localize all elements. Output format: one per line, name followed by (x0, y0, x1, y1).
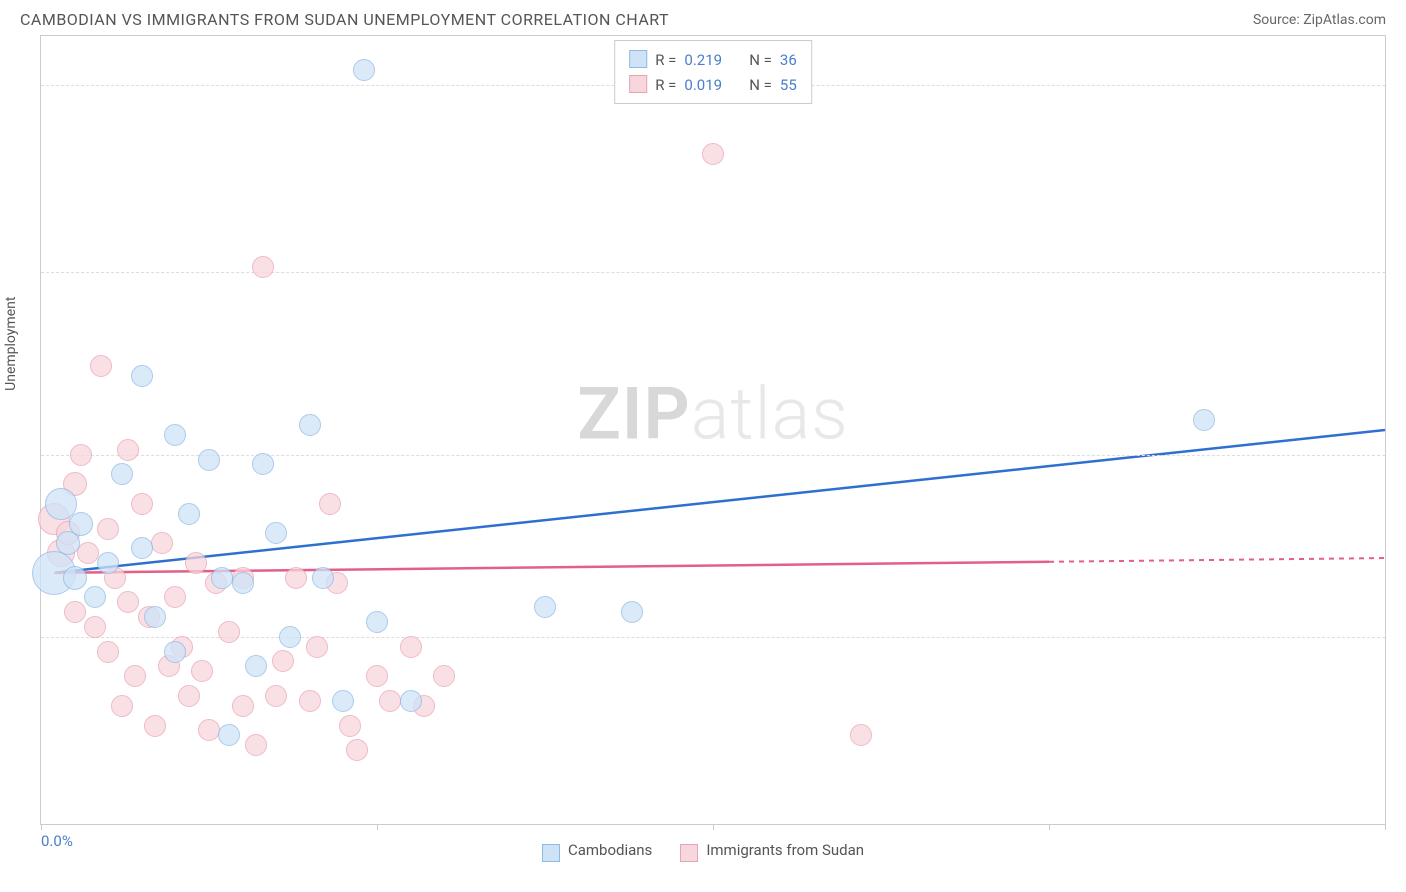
legend-swatch (629, 50, 647, 68)
data-point-sudan (117, 591, 139, 613)
legend-stat-row: R = 0.219 N = 36 (629, 47, 797, 72)
data-point-sudan (366, 665, 388, 687)
data-point-sudan (400, 636, 422, 658)
x-tick-mark (1049, 824, 1050, 830)
watermark: ZIPatlas (577, 372, 849, 457)
data-point-sudan (285, 567, 307, 589)
data-point-sudan (433, 665, 455, 687)
x-tick-mark (377, 824, 378, 830)
legend-item-cambodians: Cambodians (542, 841, 652, 859)
data-point-sudan (252, 256, 274, 278)
data-point-sudan (339, 715, 361, 737)
data-point-cambodians (63, 566, 87, 590)
data-point-sudan (117, 439, 139, 461)
data-point-cambodians (84, 586, 106, 608)
data-point-cambodians (621, 601, 643, 623)
data-point-cambodians (97, 552, 119, 574)
legend-item-sudan: Immigrants from Sudan (680, 841, 864, 859)
data-point-sudan (346, 739, 368, 761)
data-point-sudan (77, 542, 99, 564)
correlation-legend: R = 0.219 N = 36R = 0.019 N = 55 (614, 40, 812, 104)
x-tick-mark (713, 824, 714, 830)
data-point-sudan (198, 719, 220, 741)
data-point-cambodians (245, 655, 267, 677)
legend-swatch (680, 844, 698, 862)
data-point-cambodians (232, 572, 254, 594)
data-point-sudan (299, 690, 321, 712)
data-point-sudan (97, 518, 119, 540)
data-point-cambodians (279, 626, 301, 648)
data-point-cambodians (265, 522, 287, 544)
legend-swatch (629, 75, 647, 93)
source-attribution: Source: ZipAtlas.com (1253, 12, 1386, 28)
y-tick-label: 3.8% (1392, 628, 1406, 646)
data-point-sudan (191, 660, 213, 682)
data-point-sudan (379, 690, 401, 712)
data-point-sudan (164, 586, 186, 608)
y-axis-label: Unemployment (3, 297, 19, 391)
data-point-sudan (272, 650, 294, 672)
data-point-sudan (702, 143, 724, 165)
legend-stat-row: R = 0.019 N = 55 (629, 72, 797, 97)
data-point-cambodians (534, 596, 556, 618)
data-point-cambodians (400, 690, 422, 712)
data-point-cambodians (211, 567, 233, 589)
data-point-cambodians (164, 641, 186, 663)
chart-title: CAMBODIAN VS IMMIGRANTS FROM SUDAN UNEMP… (20, 10, 669, 29)
data-point-sudan (185, 552, 207, 574)
data-point-cambodians (1193, 409, 1215, 431)
data-point-cambodians (131, 537, 153, 559)
data-point-sudan (111, 695, 133, 717)
data-point-cambodians (299, 414, 321, 436)
legend-label: Cambodians (568, 841, 652, 859)
legend-label: Immigrants from Sudan (706, 841, 864, 859)
data-point-sudan (245, 734, 267, 756)
data-point-cambodians (252, 453, 274, 475)
data-point-sudan (265, 685, 287, 707)
data-point-cambodians (366, 611, 388, 633)
data-point-sudan (97, 641, 119, 663)
data-point-sudan (306, 636, 328, 658)
data-point-cambodians (144, 606, 166, 628)
y-tick-label: 7.5% (1392, 446, 1406, 464)
data-point-sudan (124, 665, 146, 687)
data-point-sudan (319, 493, 341, 515)
data-point-sudan (850, 724, 872, 746)
data-point-cambodians (353, 59, 375, 81)
x-axis-min: 0.0% (41, 832, 73, 850)
y-tick-label: 15.0% (1392, 76, 1406, 94)
chart-area: Unemployment ZIPatlas R = 0.219 N = 36R … (40, 35, 1386, 825)
data-point-cambodians (111, 463, 133, 485)
data-point-cambodians (332, 690, 354, 712)
data-point-cambodians (131, 365, 153, 387)
gridline (41, 637, 1385, 638)
data-point-cambodians (312, 567, 334, 589)
series-legend: Cambodians Immigrants from Sudan (0, 835, 1406, 863)
legend-swatch (542, 844, 560, 862)
data-point-cambodians (198, 449, 220, 471)
data-point-sudan (232, 695, 254, 717)
y-tick-label: 11.2% (1392, 263, 1406, 281)
data-point-sudan (151, 532, 173, 554)
data-point-sudan (131, 493, 153, 515)
x-tick-mark (1385, 824, 1386, 830)
data-point-sudan (64, 601, 86, 623)
gridline (41, 455, 1385, 456)
data-point-sudan (70, 444, 92, 466)
data-point-sudan (90, 355, 112, 377)
data-point-sudan (218, 621, 240, 643)
data-point-sudan (84, 616, 106, 638)
plot-area: ZIPatlas (41, 36, 1385, 824)
data-point-cambodians (69, 512, 93, 536)
data-point-cambodians (178, 503, 200, 525)
data-point-cambodians (164, 424, 186, 446)
data-point-sudan (144, 715, 166, 737)
x-tick-mark (41, 824, 42, 830)
data-point-sudan (178, 685, 200, 707)
gridline (41, 272, 1385, 273)
data-point-cambodians (218, 724, 240, 746)
